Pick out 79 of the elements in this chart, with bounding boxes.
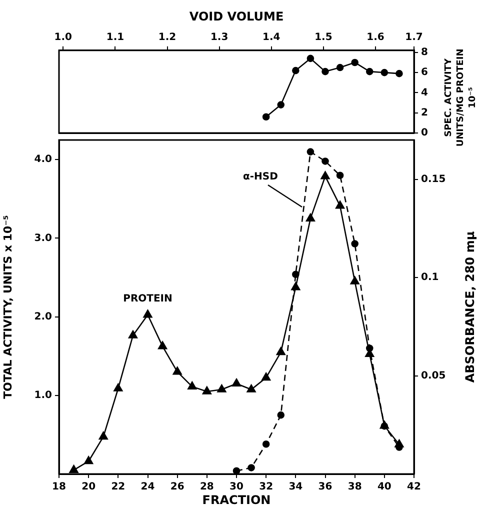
point <box>322 158 329 165</box>
point <box>262 113 270 121</box>
point <box>291 282 300 290</box>
point <box>276 347 286 356</box>
x-tick-label: 36 <box>318 482 332 493</box>
x2-axis-title: VOID VOLUME <box>189 9 284 24</box>
x2-tick-label: 1.0 <box>54 32 72 43</box>
point <box>380 68 388 76</box>
point <box>335 200 345 209</box>
x-tick-label: 28 <box>200 482 214 493</box>
point <box>292 66 300 74</box>
point <box>322 68 329 76</box>
series-label: PROTEIN <box>123 293 172 304</box>
y-tick-label: 4.0 <box>34 154 52 166</box>
point <box>396 70 403 78</box>
point <box>351 240 358 248</box>
x-tick-label: 32 <box>259 482 274 493</box>
y-tick-label: 3.0 <box>34 232 52 244</box>
point <box>277 101 285 108</box>
y-tick-label: 2.0 <box>34 311 52 322</box>
y2-tick-label: 0.05 <box>421 370 446 382</box>
y2-tick-label: 0.15 <box>421 174 446 185</box>
point <box>306 213 316 222</box>
point <box>84 456 94 464</box>
point <box>351 58 358 66</box>
y-axis-title: TOTAL ACTIVITY, UNITS x 10⁻⁵ <box>1 215 14 399</box>
x-tick-label: 42 <box>407 482 421 493</box>
x2-tick-label: 1.1 <box>106 32 124 43</box>
point <box>202 386 212 394</box>
text: α-HSD <box>243 171 278 182</box>
point <box>217 384 226 392</box>
point <box>188 381 197 390</box>
point <box>158 341 168 350</box>
x-tick-label: 30 <box>230 482 244 493</box>
point <box>366 68 374 76</box>
x2-tick-label: 1.7 <box>405 32 423 43</box>
point <box>262 372 271 381</box>
x-tick-label: 22 <box>111 482 126 493</box>
point <box>128 330 138 338</box>
point <box>172 366 182 375</box>
point <box>336 172 344 180</box>
point <box>114 383 123 392</box>
x2-tick-label: 1.6 <box>366 32 384 43</box>
point <box>306 54 314 62</box>
point <box>320 171 330 180</box>
point <box>336 64 344 72</box>
x2-tick-label: 1.5 <box>314 32 332 43</box>
x-tick-label: 40 <box>377 482 392 493</box>
point <box>277 411 285 419</box>
point <box>394 439 404 448</box>
x2-tick-label: 1.2 <box>158 32 176 43</box>
point <box>262 440 270 448</box>
x-tick-label: 24 <box>140 482 155 493</box>
x-tick-label: 20 <box>82 482 96 493</box>
point <box>306 148 314 156</box>
x-tick-label: 38 <box>348 482 362 493</box>
point <box>69 464 78 473</box>
point <box>246 384 256 392</box>
y2-tick-label: 0 <box>421 128 428 139</box>
point <box>98 432 108 440</box>
y2-tick-label: 2 <box>421 107 428 118</box>
y-tick-label: 1.0 <box>34 390 52 402</box>
y2-axis-title: SPEC. ACTIVITY UNITS/MG PROTEIN 10⁻⁵ <box>444 48 478 147</box>
x-tick-label: 18 <box>52 482 66 493</box>
y2-tick-label: 8 <box>421 47 428 58</box>
x2-tick-label: 1.4 <box>262 32 280 43</box>
y2-tick-label: 6 <box>421 67 428 78</box>
point <box>143 310 152 318</box>
point <box>232 467 240 474</box>
y2-tick-label: 4 <box>421 87 428 98</box>
x-tick-label: 34 <box>288 482 303 493</box>
x-axis-title: FRACTION <box>202 492 271 507</box>
x-tick-label: 26 <box>170 482 184 493</box>
x2-tick-label: 1.3 <box>210 32 228 43</box>
y2-tick-label: 0.1 <box>421 272 439 284</box>
point <box>350 276 360 284</box>
point <box>232 378 242 387</box>
y2-axis-title: ABSORBANCE, 280 mμ <box>463 231 478 383</box>
point <box>248 464 255 472</box>
